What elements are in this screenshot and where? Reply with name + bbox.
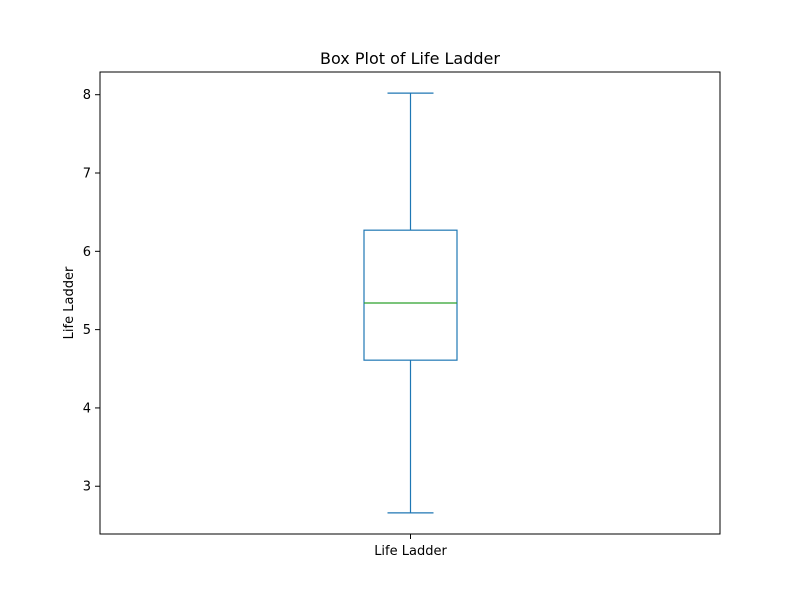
y-tick-label: 4 [83, 401, 91, 416]
axes-frame [99, 71, 721, 535]
y-tick-label: 8 [83, 88, 91, 103]
y-axis-label: Life Ladder [62, 266, 77, 339]
y-tick-label: 6 [83, 245, 91, 260]
y-tick-label: 5 [83, 323, 91, 338]
chart-title: Box Plot of Life Ladder [320, 49, 500, 68]
iqr-box [363, 229, 458, 361]
y-tick-label: 7 [83, 167, 91, 182]
x-tick-label: Life Ladder [374, 544, 447, 559]
y-tick-label: 3 [83, 480, 91, 495]
box-group [363, 92, 458, 514]
plot-area: 3 4 5 6 7 8 Life Ladder [83, 88, 458, 559]
